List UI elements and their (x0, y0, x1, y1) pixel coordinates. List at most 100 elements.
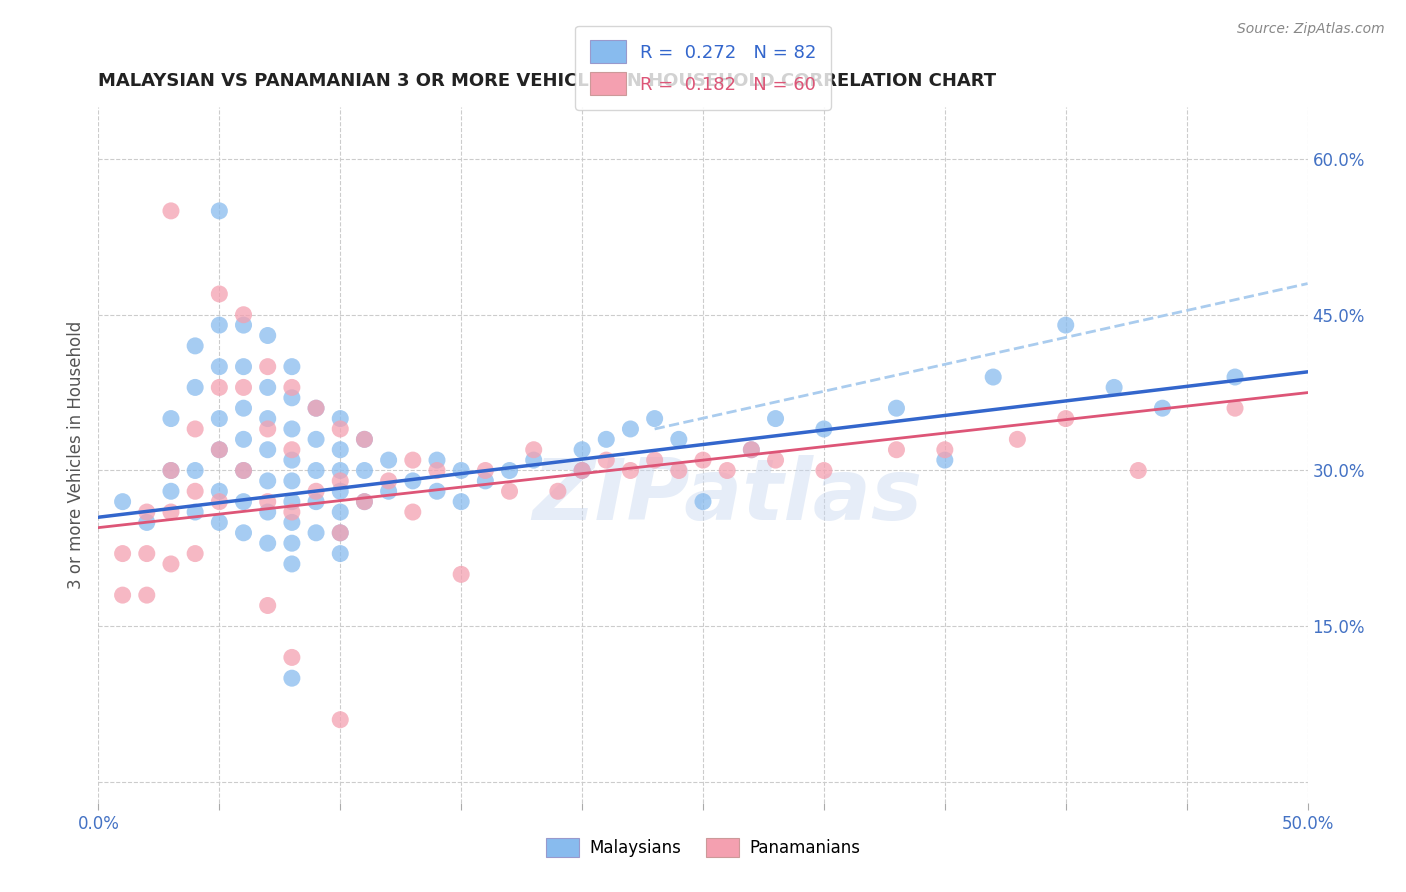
Point (232, 308, 254, 322)
Point (256, 328, 278, 343)
Point (281, 671, 304, 685)
Point (1054, 318, 1077, 332)
Point (886, 401, 908, 416)
Point (232, 433, 254, 447)
Point (208, 203, 231, 218)
Point (740, 442, 762, 457)
Point (571, 463, 593, 477)
Point (160, 411, 183, 425)
Point (256, 422, 278, 436)
Point (426, 463, 449, 477)
Text: Source: ZipAtlas.com: Source: ZipAtlas.com (1237, 22, 1385, 37)
Point (232, 359, 254, 374)
Point (886, 442, 908, 457)
Point (281, 505, 304, 519)
Point (208, 411, 231, 425)
Point (160, 463, 183, 477)
Point (281, 391, 304, 405)
Point (474, 463, 496, 477)
Point (813, 422, 835, 436)
Point (281, 474, 304, 488)
Point (111, 547, 134, 561)
Point (450, 463, 472, 477)
Point (305, 433, 328, 447)
Point (329, 442, 352, 457)
Point (1223, 401, 1246, 416)
Point (232, 401, 254, 416)
Point (135, 588, 157, 602)
Point (208, 484, 231, 499)
Point (353, 463, 375, 477)
Point (305, 401, 328, 416)
Point (281, 453, 304, 467)
Point (402, 453, 425, 467)
Point (571, 463, 593, 477)
Point (402, 474, 425, 488)
Point (256, 380, 278, 394)
Point (353, 433, 375, 447)
Point (523, 453, 546, 467)
Point (281, 536, 304, 550)
Point (1102, 380, 1125, 394)
Point (934, 453, 956, 467)
Point (668, 463, 690, 477)
Point (765, 411, 787, 425)
Point (208, 516, 231, 530)
Point (329, 505, 352, 519)
Point (160, 463, 183, 477)
Point (426, 484, 449, 499)
Point (377, 484, 399, 499)
Point (644, 453, 666, 467)
Point (184, 484, 207, 499)
Point (281, 494, 304, 508)
Point (329, 525, 352, 540)
Point (305, 494, 328, 508)
Point (353, 433, 375, 447)
Point (377, 474, 399, 488)
Point (184, 380, 207, 394)
Point (208, 359, 231, 374)
Point (571, 442, 593, 457)
Point (934, 442, 956, 457)
Point (595, 453, 617, 467)
Point (184, 339, 207, 353)
Point (1128, 463, 1150, 477)
Point (450, 567, 472, 582)
Point (232, 494, 254, 508)
Point (281, 359, 304, 374)
Point (329, 547, 352, 561)
Point (232, 463, 254, 477)
Point (547, 484, 569, 499)
Point (111, 494, 134, 508)
Point (135, 505, 157, 519)
Point (353, 494, 375, 508)
Point (1223, 370, 1246, 384)
Point (184, 422, 207, 436)
Point (644, 411, 666, 425)
Point (256, 599, 278, 613)
Point (692, 494, 714, 508)
Point (160, 557, 183, 571)
Point (619, 463, 641, 477)
Point (1054, 411, 1077, 425)
Point (329, 463, 352, 477)
Point (184, 463, 207, 477)
Point (450, 494, 472, 508)
Y-axis label: 3 or more Vehicles in Household: 3 or more Vehicles in Household (66, 321, 84, 589)
Point (256, 494, 278, 508)
Point (281, 380, 304, 394)
Text: ZIPatlas: ZIPatlas (531, 455, 922, 538)
Point (232, 318, 254, 332)
Point (160, 505, 183, 519)
Point (281, 442, 304, 457)
Point (329, 411, 352, 425)
Point (329, 484, 352, 499)
Point (329, 474, 352, 488)
Point (329, 713, 352, 727)
Point (1007, 433, 1029, 447)
Point (498, 484, 520, 499)
Point (329, 525, 352, 540)
Point (353, 494, 375, 508)
Point (256, 359, 278, 374)
Point (474, 474, 496, 488)
